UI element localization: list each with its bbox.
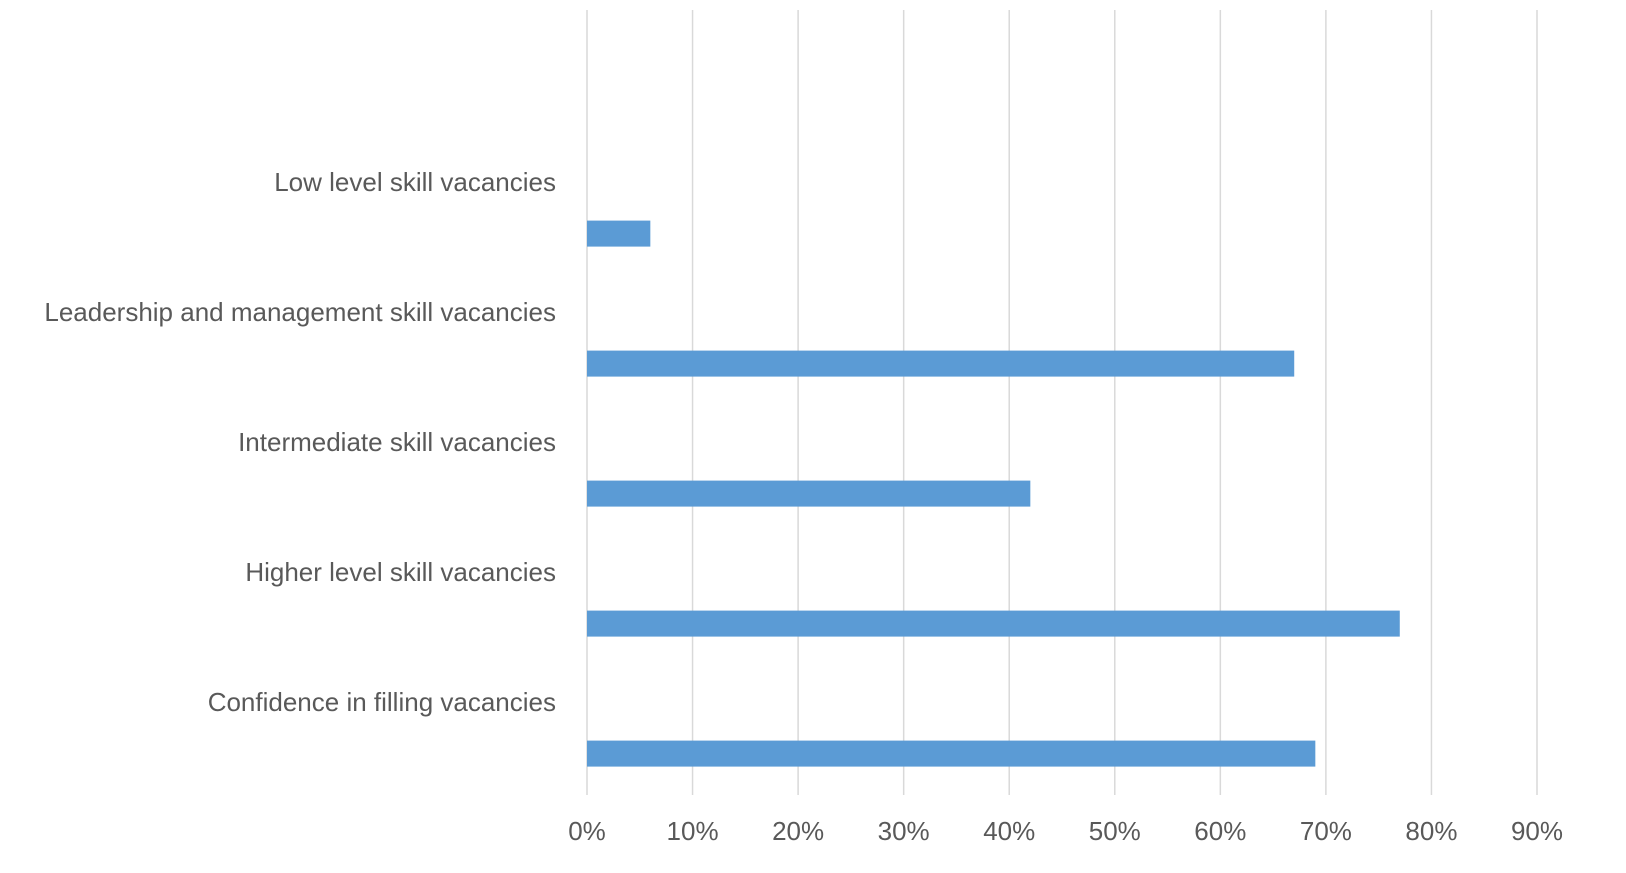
x-axis-tick-labels: 0% 10% 20% 30% 40% 50% 60% 70% 80% 90% bbox=[568, 816, 1563, 846]
bars bbox=[587, 220, 1400, 767]
bar bbox=[587, 740, 1316, 767]
bar bbox=[587, 220, 651, 247]
category-label: Confidence in filling vacancies bbox=[208, 687, 556, 717]
category-label: Low level skill vacancies bbox=[274, 167, 556, 197]
category-label: Leadership and management skill vacancie… bbox=[44, 297, 556, 327]
bar bbox=[587, 610, 1400, 637]
x-tick-label: 90% bbox=[1511, 816, 1563, 846]
x-tick-label: 40% bbox=[983, 816, 1035, 846]
bar bbox=[587, 480, 1031, 507]
x-tick-label: 70% bbox=[1300, 816, 1352, 846]
x-tick-label: 60% bbox=[1194, 816, 1246, 846]
category-labels: Low level skill vacancies Leadership and … bbox=[44, 167, 556, 717]
x-tick-label: 50% bbox=[1089, 816, 1141, 846]
category-label: Higher level skill vacancies bbox=[245, 557, 556, 587]
category-label: Intermediate skill vacancies bbox=[238, 427, 556, 457]
bar bbox=[587, 350, 1295, 377]
x-tick-label: 30% bbox=[878, 816, 930, 846]
x-tick-label: 10% bbox=[667, 816, 719, 846]
x-tick-label: 80% bbox=[1405, 816, 1457, 846]
x-tick-label: 0% bbox=[568, 816, 606, 846]
gridlines bbox=[586, 10, 1538, 795]
x-tick-label: 20% bbox=[772, 816, 824, 846]
